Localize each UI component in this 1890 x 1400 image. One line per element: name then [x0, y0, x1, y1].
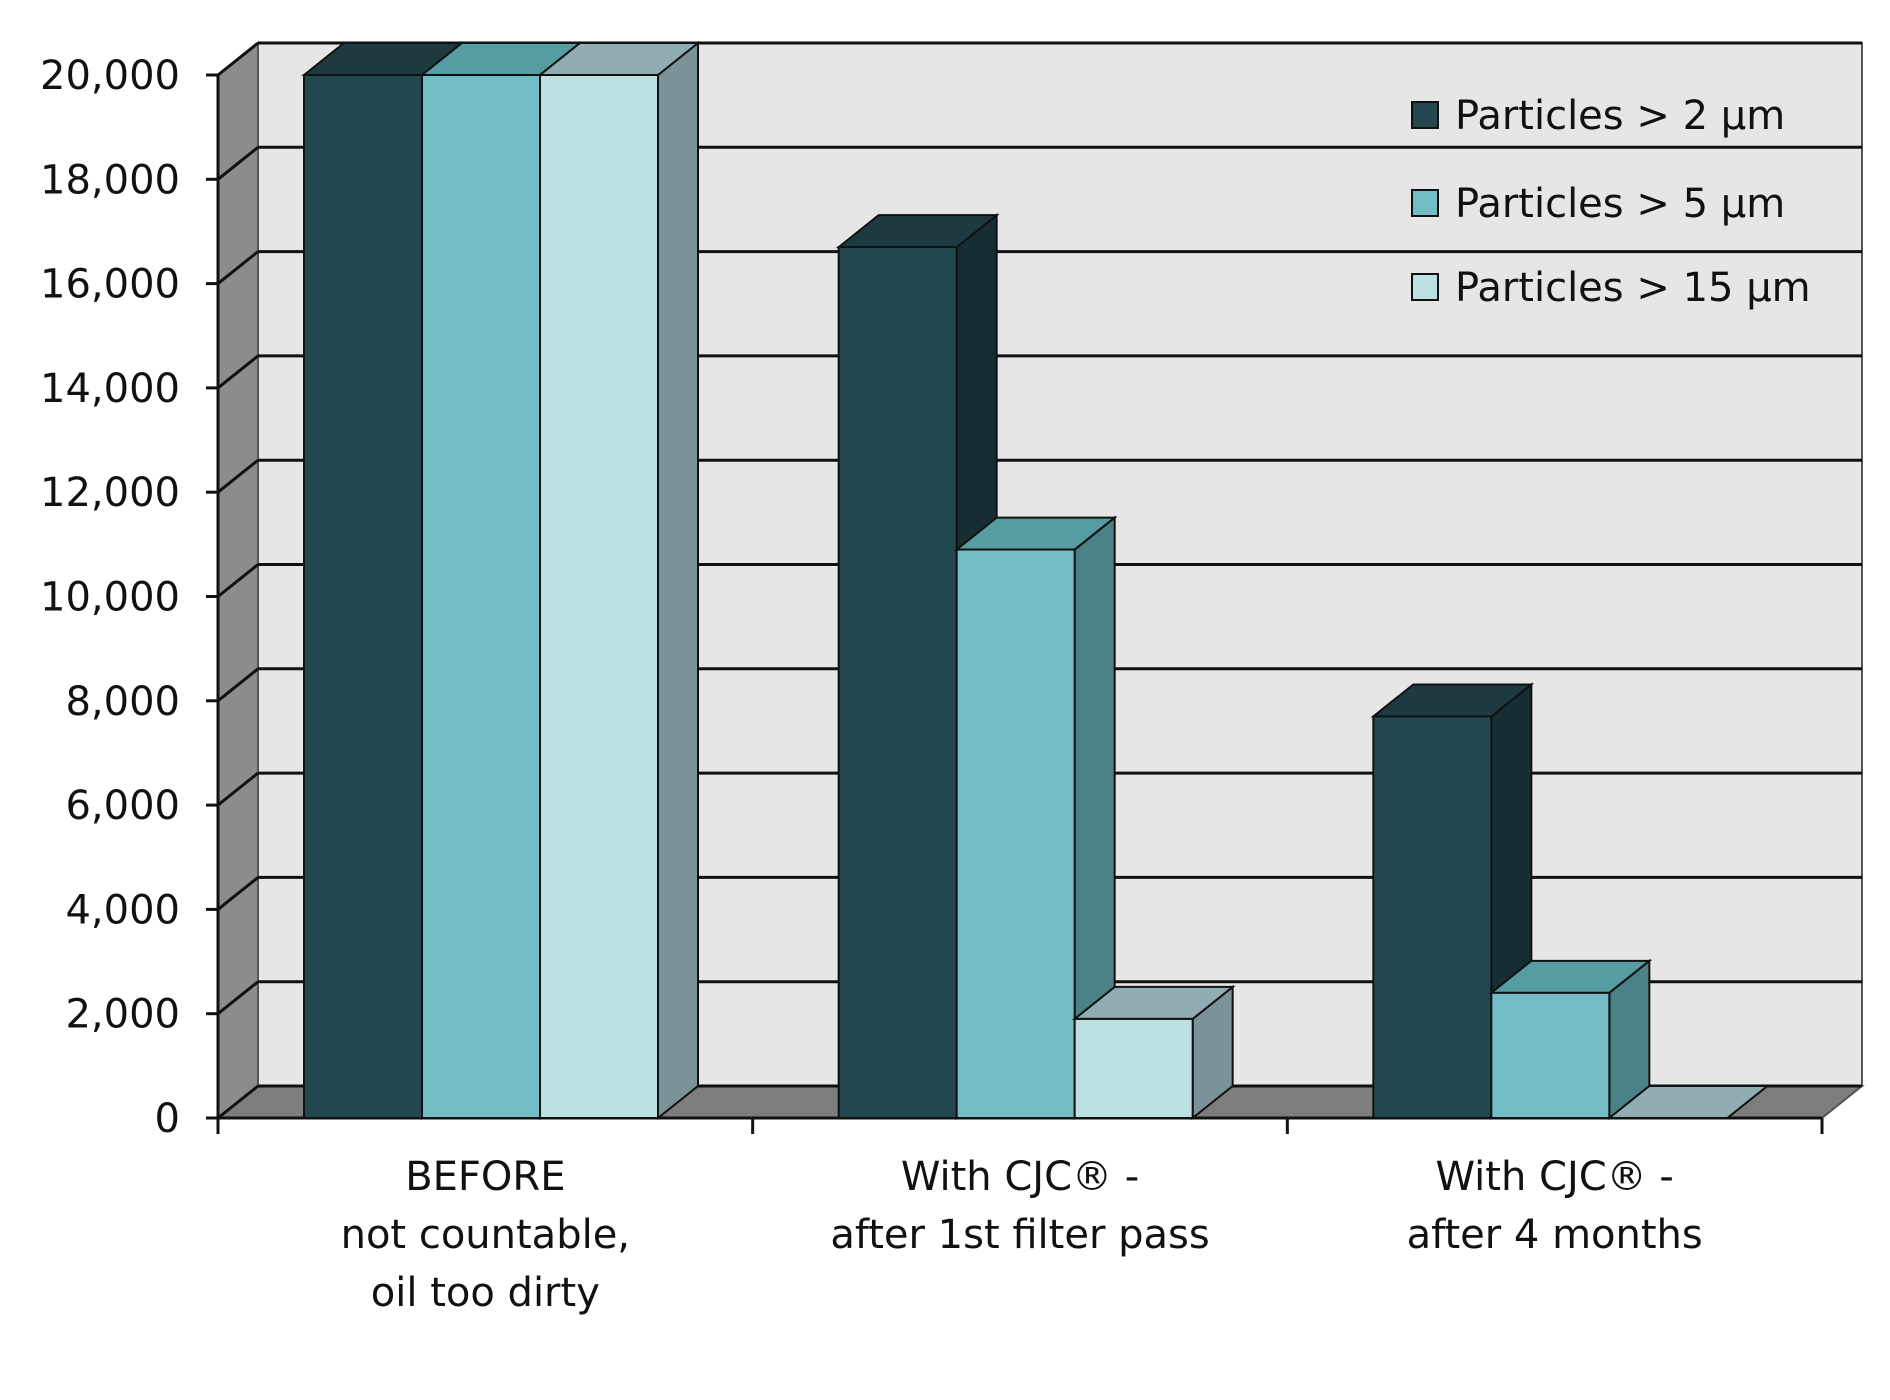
bar-front-face	[1490, 991, 1611, 1120]
bar-front-face	[421, 74, 541, 1119]
x-category-label-line: oil too dirty	[371, 1270, 600, 1316]
y-tick-label: 4,000	[65, 887, 180, 933]
gridline-depth	[217, 354, 259, 390]
bar-front-face	[1372, 715, 1493, 1119]
legend-label: Particles > 2 µm	[1455, 93, 1785, 139]
x-category-label-line: after 4 months	[1407, 1212, 1703, 1258]
legend-swatch	[1411, 189, 1439, 217]
gridline-depth	[217, 1084, 259, 1120]
gridline-depth	[217, 771, 259, 807]
x-category-label-line: With CJC® -	[1435, 1154, 1673, 1200]
legend-label: Particles > 15 µm	[1455, 265, 1811, 311]
gridline-depth	[217, 667, 259, 702]
bar-3-3	[1606, 1085, 1771, 1119]
x-category-label-line: BEFORE	[405, 1154, 565, 1200]
bar-1-3	[537, 40, 701, 1121]
gridline-depth	[217, 41, 259, 77]
legend-swatch	[1411, 273, 1439, 301]
x-category-label: BEFORE not countable, oil too dirty	[341, 1154, 630, 1316]
x-category-label: With CJC® - after 1st filter pass	[830, 1154, 1209, 1258]
y-tick-label: 20,000	[40, 53, 180, 99]
gridline-depth	[217, 146, 259, 181]
y-tick-label: 6,000	[65, 783, 180, 829]
bar-side-face	[657, 40, 699, 1121]
x-category-label-line: after 1st filter pass	[830, 1212, 1209, 1258]
legend-label: Particles > 5 µm	[1455, 181, 1785, 227]
y-tick-label: 14,000	[40, 366, 180, 412]
gridline-depth	[217, 563, 259, 598]
bar-top-face	[1606, 1085, 1771, 1119]
gridline-depth	[217, 459, 259, 494]
legend-swatch	[1411, 101, 1439, 129]
y-tick-label: 18,000	[40, 157, 180, 203]
bar-3-2	[1488, 958, 1653, 1121]
bar-front-face	[955, 548, 1076, 1119]
bar-front-face	[837, 246, 958, 1120]
y-tick-label: 16,000	[40, 262, 180, 308]
bar-front-face	[1073, 1017, 1194, 1119]
y-tick-label: 8,000	[65, 679, 180, 725]
x-category-label: With CJC® - after 4 months	[1407, 1154, 1703, 1258]
x-category-label-line: With CJC® -	[901, 1154, 1139, 1200]
bar-front-face	[539, 74, 659, 1119]
bar-2-2	[953, 515, 1118, 1121]
bar-3-1	[1370, 682, 1535, 1121]
y-tick-label: 0	[155, 1096, 180, 1142]
gridline-depth	[217, 250, 259, 285]
y-tick-label: 12,000	[40, 470, 180, 516]
x-category-label-line: not countable,	[341, 1212, 630, 1258]
gridline-depth	[217, 980, 259, 1015]
gridline-depth	[217, 876, 259, 911]
bar-2-3	[1071, 984, 1236, 1121]
y-tick-label: 2,000	[65, 992, 180, 1038]
bar-front-face	[303, 74, 423, 1119]
y-tick-label: 10,000	[40, 575, 180, 621]
